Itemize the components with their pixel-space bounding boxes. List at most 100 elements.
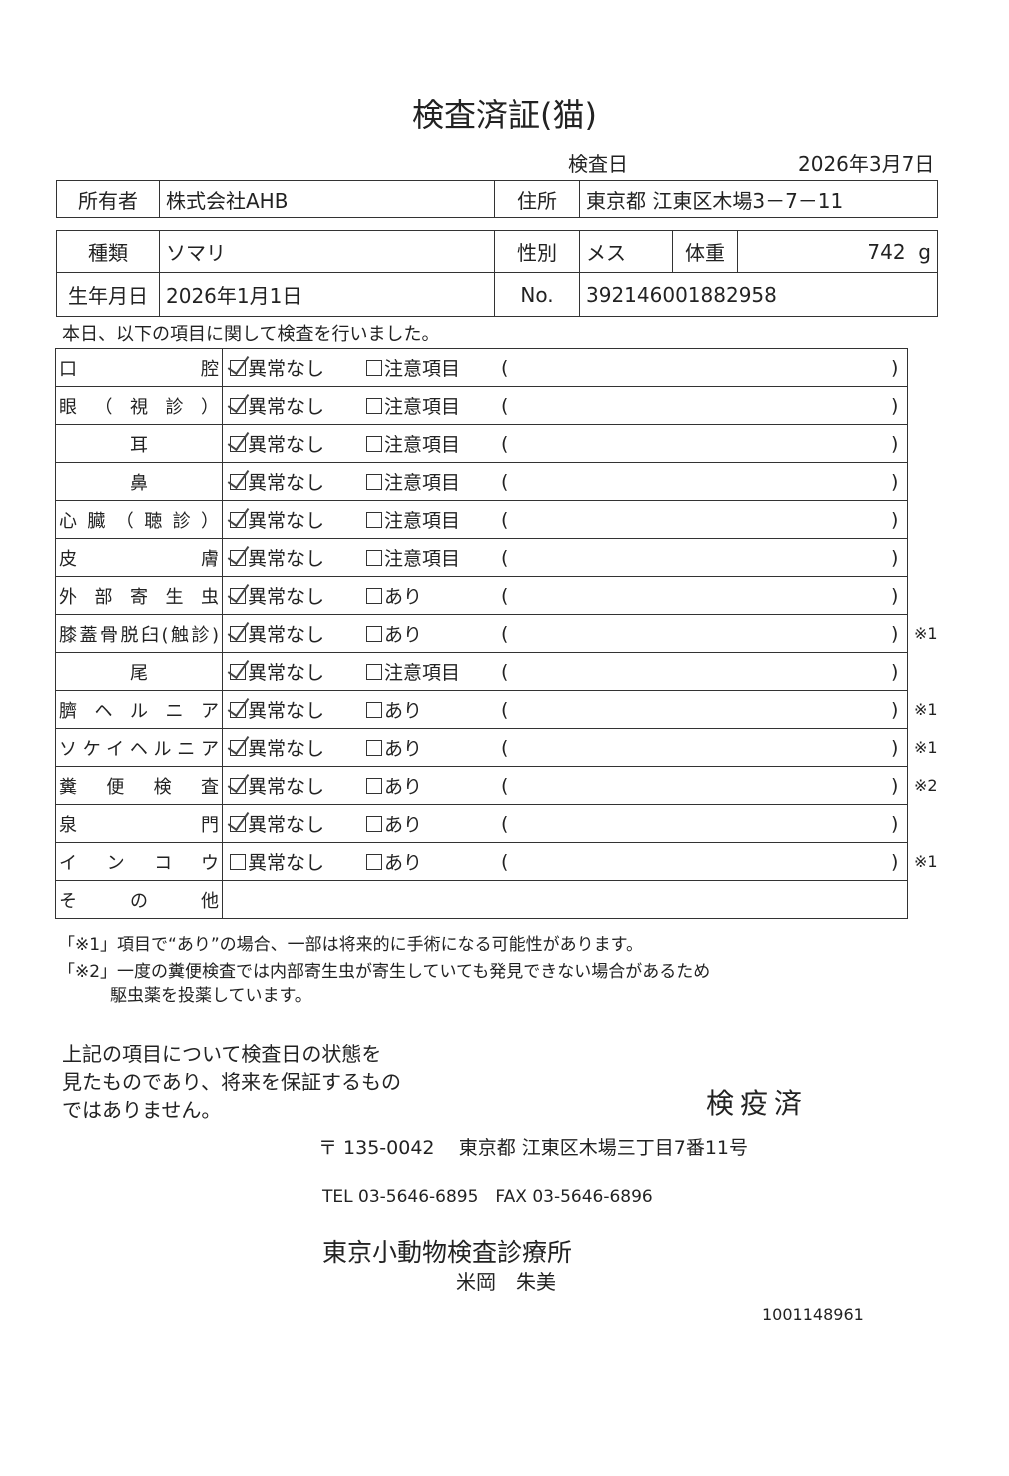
clinic-phone: TEL 03-5646-6895 FAX 03-5646-6896 [322,1187,653,1207]
birth-value: 2026年1月1日 [159,272,495,317]
normal-option[interactable]: 異常なし [230,848,324,875]
normal-label: 異常なし [248,434,325,456]
remarks-open-paren: ( [501,812,509,835]
footnote-2-cont: 駆虫薬を投薬しています。 [110,986,312,1006]
check-row: 外部寄生虫 異常なし あり () [56,577,907,615]
normal-option[interactable]: 異常なし [230,506,324,533]
checkbox-icon[interactable] [366,739,382,756]
row-footnote-mark: ※1 [914,738,938,757]
checkbox-icon[interactable] [366,853,382,870]
checkbox-icon[interactable] [366,435,382,452]
abnormal-option[interactable]: あり [366,734,422,761]
remarks-open-paren: ( [501,660,509,683]
row-label-cell: 口腔 [56,349,223,386]
remarks-close-paren: ) [891,546,899,569]
abnormal-option[interactable]: 注意項目 [366,506,460,533]
normal-label: 異常なし [248,548,325,570]
postal-code: 〒 135-0042 [318,1137,435,1159]
normal-label: 異常なし [248,852,325,874]
normal-label: 異常なし [248,776,325,798]
abnormal-option[interactable]: あり [366,848,422,875]
checkbox-icon[interactable] [366,549,382,566]
normal-option[interactable]: 異常なし [230,468,324,495]
checkbox-icon[interactable] [230,359,246,376]
remarks-open-paren: ( [501,850,509,873]
remarks-open-paren: ( [501,356,509,379]
checkbox-icon[interactable] [366,777,382,794]
normal-option[interactable]: 異常なし [230,430,324,457]
remarks-open-paren: ( [501,546,509,569]
row-label: ソケイヘルニア [59,738,219,760]
normal-option[interactable]: 異常なし [230,354,324,381]
abnormal-option[interactable]: 注意項目 [366,658,460,685]
checkbox-icon[interactable] [230,701,246,718]
checkbox-icon[interactable] [366,625,382,642]
check-row: 口腔 異常なし 注意項目 () [56,349,907,387]
checkbox-icon[interactable] [230,815,246,832]
abnormal-option[interactable]: 注意項目 [366,468,460,495]
normal-label: 異常なし [248,396,325,418]
row-label: 耳 [130,434,148,456]
abnormal-label: 注意項目 [384,396,461,418]
checkbox-icon[interactable] [366,663,382,680]
abnormal-option[interactable]: あり [366,582,422,609]
checkbox-icon[interactable] [230,625,246,642]
remarks-open-paren: ( [501,698,509,721]
normal-option[interactable]: 異常なし [230,620,324,647]
abnormal-label: あり [384,852,423,874]
row-label: 眼（視診） [59,396,219,418]
row-label-cell: 膝蓋骨脱臼(触診) [56,615,223,652]
checkbox-icon[interactable] [366,359,382,376]
row-label: インコウ [59,852,219,874]
checkbox-icon[interactable] [230,435,246,452]
checkbox-icon[interactable] [230,739,246,756]
owner-label: 所有者 [56,180,160,218]
checkbox-icon[interactable] [230,777,246,794]
normal-option[interactable]: 異常なし [230,734,324,761]
normal-option[interactable]: 異常なし [230,392,324,419]
checkbox-icon[interactable] [230,853,246,870]
abnormal-option[interactable]: あり [366,772,422,799]
abnormal-option[interactable]: あり [366,810,422,837]
checkbox-icon[interactable] [230,397,246,414]
check-row: ソケイヘルニア 異常なし あり () ※1 [56,729,938,767]
row-footnote-mark: ※1 [914,852,938,871]
row-label-cell: 心臓（聴診） [56,501,223,538]
address-label: 住所 [494,180,580,218]
checkbox-icon[interactable] [366,587,382,604]
abnormal-label: あり [384,814,423,836]
checkbox-icon[interactable] [230,663,246,680]
abnormal-option[interactable]: 注意項目 [366,430,460,457]
checkbox-icon[interactable] [366,473,382,490]
checkbox-icon[interactable] [230,473,246,490]
abnormal-option[interactable]: 注意項目 [366,354,460,381]
normal-option[interactable]: 異常なし [230,544,324,571]
checkbox-icon[interactable] [366,511,382,528]
abnormal-label: あり [384,624,423,646]
checkbox-icon[interactable] [230,511,246,528]
clinic-address: 〒 135-0042 東京都 江東区木場三丁目7番11号 [318,1133,748,1160]
other-remarks-field[interactable] [223,881,907,918]
normal-option[interactable]: 異常なし [230,582,324,609]
normal-option[interactable]: 異常なし [230,772,324,799]
checkbox-icon[interactable] [366,701,382,718]
normal-option[interactable]: 異常なし [230,810,324,837]
abnormal-option[interactable]: あり [366,620,422,647]
checkbox-icon[interactable] [230,549,246,566]
checkbox-icon[interactable] [230,587,246,604]
normal-option[interactable]: 異常なし [230,658,324,685]
checkbox-icon[interactable] [366,397,382,414]
no-value: 392146001882958 [579,272,938,317]
disclaimer: 上記の項目について検査日の状態を 見たものであり、将来を保証するもの ではありま… [62,1040,401,1124]
abnormal-option[interactable]: 注意項目 [366,544,460,571]
normal-label: 異常なし [248,472,325,494]
normal-option[interactable]: 異常なし [230,696,324,723]
abnormal-option[interactable]: あり [366,696,422,723]
checkbox-icon[interactable] [366,815,382,832]
normal-label: 異常なし [248,586,325,608]
row-footnote-mark: ※1 [914,700,938,719]
row-label: 口腔 [59,358,219,380]
abnormal-option[interactable]: 注意項目 [366,392,460,419]
address-value: 東京都 江東区木場3－7－11 [579,180,938,218]
remarks-close-paren: ) [891,470,899,493]
